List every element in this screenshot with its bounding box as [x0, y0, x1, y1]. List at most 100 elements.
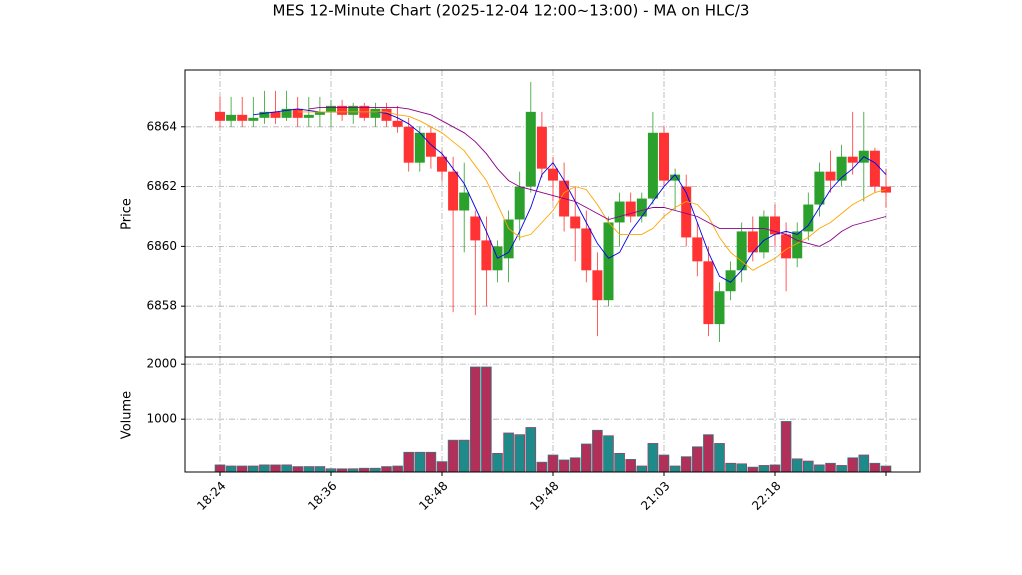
candle-body [725, 270, 736, 292]
candle-body [847, 156, 858, 163]
volume-bar [392, 465, 403, 473]
candle-body [270, 111, 281, 118]
volume-bar [703, 434, 714, 473]
volume-bar [303, 466, 315, 473]
candle-body [692, 237, 703, 262]
volume-bar [259, 464, 270, 473]
y-axis-label: Volume [120, 391, 135, 439]
chart-title: MES 12-Minute Chart (2025-12-04 12:00~13… [273, 2, 750, 20]
candle-body [803, 204, 814, 232]
candle-body [337, 105, 348, 115]
candle-body [659, 132, 669, 181]
candle-body [758, 216, 769, 253]
candle-body [536, 126, 547, 169]
volume-bar [469, 366, 481, 473]
candle-body [869, 150, 880, 187]
volume-bar [492, 452, 503, 473]
candle-body [770, 216, 780, 235]
volume-bar [569, 457, 581, 473]
volume-bar [248, 465, 259, 473]
volume-bar [691, 446, 703, 473]
candle-body [581, 228, 592, 271]
volume-bar [825, 462, 836, 473]
volume-bar [580, 443, 592, 473]
candle-body [259, 111, 270, 118]
y-tick-label: 6862 [146, 179, 177, 193]
candle-body [714, 291, 725, 325]
volume-bar [625, 459, 637, 473]
candle-body [625, 201, 636, 217]
candle-body [392, 120, 403, 127]
candle-body [548, 168, 558, 181]
candle-body [381, 108, 392, 121]
candle-body [525, 111, 536, 187]
volume-bar [536, 461, 548, 473]
volume-bar [547, 454, 559, 473]
y-tick-label: 1000 [146, 412, 177, 426]
candle-body [303, 114, 314, 118]
candle-body [292, 108, 303, 118]
candle-body [647, 132, 658, 199]
volume-bar [403, 451, 415, 473]
volume-bar [791, 458, 803, 473]
ma-line [297, 111, 887, 271]
volume-bar [814, 464, 825, 473]
volume-bar [225, 465, 237, 473]
volume-bar [658, 454, 670, 473]
candle-body [781, 234, 792, 259]
y-tick-label: 6860 [146, 239, 177, 253]
volume-bar [425, 451, 437, 473]
volume-bar [847, 457, 859, 473]
volume-bar [481, 366, 492, 473]
volume-bar [603, 435, 614, 473]
volume-bar [647, 443, 659, 473]
volume-bar [236, 465, 248, 473]
volume-bar [869, 462, 881, 473]
candle-body [470, 216, 481, 241]
volume-bar [747, 466, 759, 473]
volume-bar [614, 452, 625, 473]
candle-body [703, 261, 714, 325]
candle-body [248, 117, 259, 121]
candle-body [215, 111, 225, 121]
volume-bar [458, 439, 470, 473]
volume-bar [414, 451, 426, 473]
volume-bar [680, 456, 692, 473]
candle-body [370, 108, 381, 118]
volume-bar [769, 464, 781, 473]
volume-bar [858, 454, 870, 473]
ma-line [308, 106, 887, 247]
y-tick-label: 6864 [146, 119, 177, 133]
candle-body [314, 111, 325, 115]
candle-body [237, 114, 248, 121]
volume-bar [669, 465, 681, 473]
volume-bar [736, 463, 748, 473]
volume-bar [880, 465, 892, 473]
volume-bar [802, 460, 814, 473]
volume-bar [358, 467, 370, 473]
volume-bar [725, 462, 736, 473]
volume-bar [758, 465, 770, 473]
y-tick-label: 2000 [146, 357, 177, 371]
volume-bar [636, 465, 648, 473]
candle-body [226, 114, 237, 121]
candle-body [326, 105, 336, 112]
y-axis-label: Price [120, 198, 135, 230]
candle-body [592, 270, 603, 301]
candle-body [448, 171, 459, 211]
candle-body [281, 108, 292, 118]
volume-bar [436, 461, 448, 473]
volume-bar [370, 467, 381, 473]
candle-body [603, 222, 614, 301]
volume-bar [525, 427, 537, 473]
volume-bar [558, 459, 570, 473]
candle-body [403, 126, 414, 163]
volume-bar [292, 466, 304, 473]
candle-body [670, 174, 681, 181]
volume-bar [592, 429, 603, 473]
candle-body [514, 186, 525, 220]
volume-bar [780, 421, 792, 473]
candle-body [348, 105, 359, 115]
candle-body [437, 156, 447, 172]
